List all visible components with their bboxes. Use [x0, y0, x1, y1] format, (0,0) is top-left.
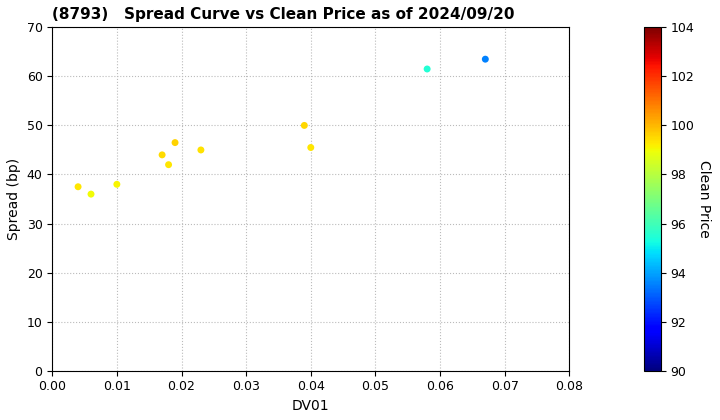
Point: [85, 191, 96, 197]
Point: [195, 147, 207, 153]
Y-axis label: Clean Price: Clean Price: [697, 160, 711, 238]
Text: (8793)   Spread Curve vs Clean Price as of 2024/09/20: (8793) Spread Curve vs Clean Price as of…: [53, 7, 515, 22]
Point: [72, 184, 84, 190]
Point: [480, 56, 491, 63]
Point: [169, 139, 181, 146]
Point: [156, 152, 168, 158]
Point: [421, 66, 433, 72]
Point: [163, 161, 174, 168]
Point: [299, 122, 310, 129]
Point: [305, 144, 317, 151]
Y-axis label: Spread (bp): Spread (bp): [7, 158, 21, 240]
Point: [111, 181, 122, 188]
X-axis label: DV01: DV01: [292, 399, 330, 413]
